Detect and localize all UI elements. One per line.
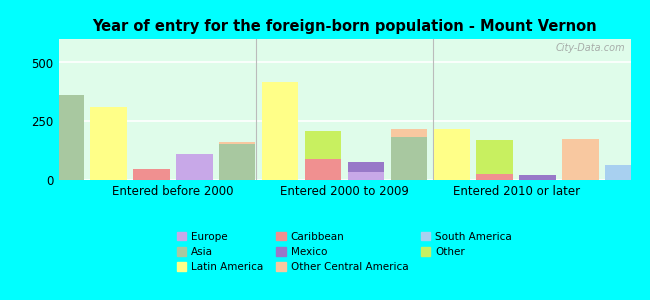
Bar (176, 167, 213, 180)
Bar (476, 140, 513, 180)
Bar (434, 130, 470, 180)
Bar (219, 142, 255, 180)
Bar (476, 174, 513, 180)
Bar (391, 130, 427, 180)
Bar (305, 131, 341, 180)
Bar (219, 144, 255, 180)
Title: Year of entry for the foreign-born population - Mount Vernon: Year of entry for the foreign-born popul… (92, 19, 597, 34)
Bar (262, 82, 298, 180)
Bar (348, 172, 384, 180)
Bar (562, 139, 599, 180)
Bar (5, 128, 41, 180)
Bar (519, 175, 556, 180)
Bar (434, 146, 470, 180)
Bar (305, 159, 341, 180)
Text: City-Data.com: City-Data.com (555, 43, 625, 53)
Bar (348, 162, 384, 180)
Bar (133, 169, 170, 180)
Bar (262, 149, 298, 180)
Bar (391, 136, 427, 180)
Bar (90, 107, 127, 180)
Legend: Europe, Asia, Latin America, Caribbean, Mexico, Other Central America, South Ame: Europe, Asia, Latin America, Caribbean, … (173, 227, 516, 276)
Bar (176, 154, 213, 180)
Bar (605, 165, 642, 180)
Bar (648, 65, 650, 180)
Bar (47, 95, 84, 180)
